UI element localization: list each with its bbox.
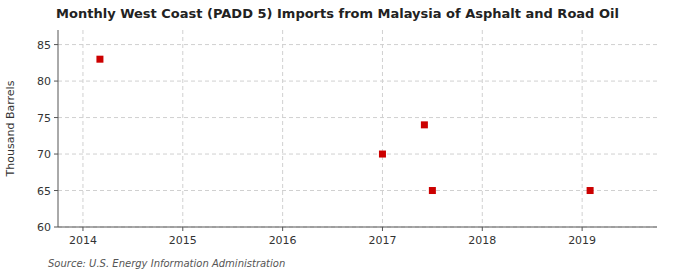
x-tick-label: 2014 <box>69 234 97 247</box>
chart-title: Monthly West Coast (PADD 5) Imports from… <box>56 6 619 21</box>
y-grid-line <box>58 190 657 191</box>
x-grid-line <box>282 30 283 227</box>
x-tick <box>382 227 383 231</box>
scatter-point <box>379 151 386 158</box>
y-tick <box>54 227 58 228</box>
y-tick-label: 85 <box>37 39 51 52</box>
y-tick <box>54 190 58 191</box>
scatter-point <box>429 187 436 194</box>
y-grid-line <box>58 81 657 82</box>
x-tick-label: 2018 <box>468 234 496 247</box>
scatter-point <box>96 56 103 63</box>
y-tick-label: 75 <box>37 112 51 125</box>
x-tick <box>182 227 183 231</box>
y-tick-label: 80 <box>37 75 51 88</box>
x-axis-line <box>58 227 657 228</box>
y-axis-label: Thousand Barrels <box>4 80 17 177</box>
y-tick-label: 70 <box>37 148 51 161</box>
source-note: Source: U.S. Energy Information Administ… <box>48 258 285 269</box>
y-tick <box>54 117 58 118</box>
scatter-point <box>421 121 428 128</box>
y-tick <box>54 44 58 45</box>
x-tick <box>82 227 83 231</box>
y-grid-line <box>58 117 657 118</box>
axes: 60 65 70 75 80 85 2014 2015 2016 2017 2018 2019 <box>37 30 657 247</box>
x-tick-label: 2015 <box>169 234 197 247</box>
points <box>96 56 593 194</box>
y-grid-line <box>58 154 657 155</box>
y-grid-line <box>58 44 657 45</box>
x-grid-line <box>582 30 583 227</box>
x-grid-line <box>482 30 483 227</box>
y-tick-label: 60 <box>37 221 51 234</box>
x-grid-line <box>182 30 183 227</box>
x-grid-line <box>82 30 83 227</box>
scatter-point <box>587 187 594 194</box>
x-tick-label: 2017 <box>368 234 396 247</box>
y-tick-label: 65 <box>37 185 51 198</box>
y-tick <box>54 154 58 155</box>
chart-svg: Monthly West Coast (PADD 5) Imports from… <box>0 0 675 275</box>
y-tick <box>54 81 58 82</box>
chart-container: Monthly West Coast (PADD 5) Imports from… <box>0 0 675 275</box>
x-grid-line <box>382 30 383 227</box>
y-grid-line <box>58 227 657 228</box>
x-tick-label: 2016 <box>269 234 297 247</box>
x-tick-label: 2019 <box>568 234 596 247</box>
y-axis-line <box>58 30 59 227</box>
x-tick <box>282 227 283 231</box>
grid <box>58 30 657 227</box>
x-tick <box>582 227 583 231</box>
x-tick <box>482 227 483 231</box>
